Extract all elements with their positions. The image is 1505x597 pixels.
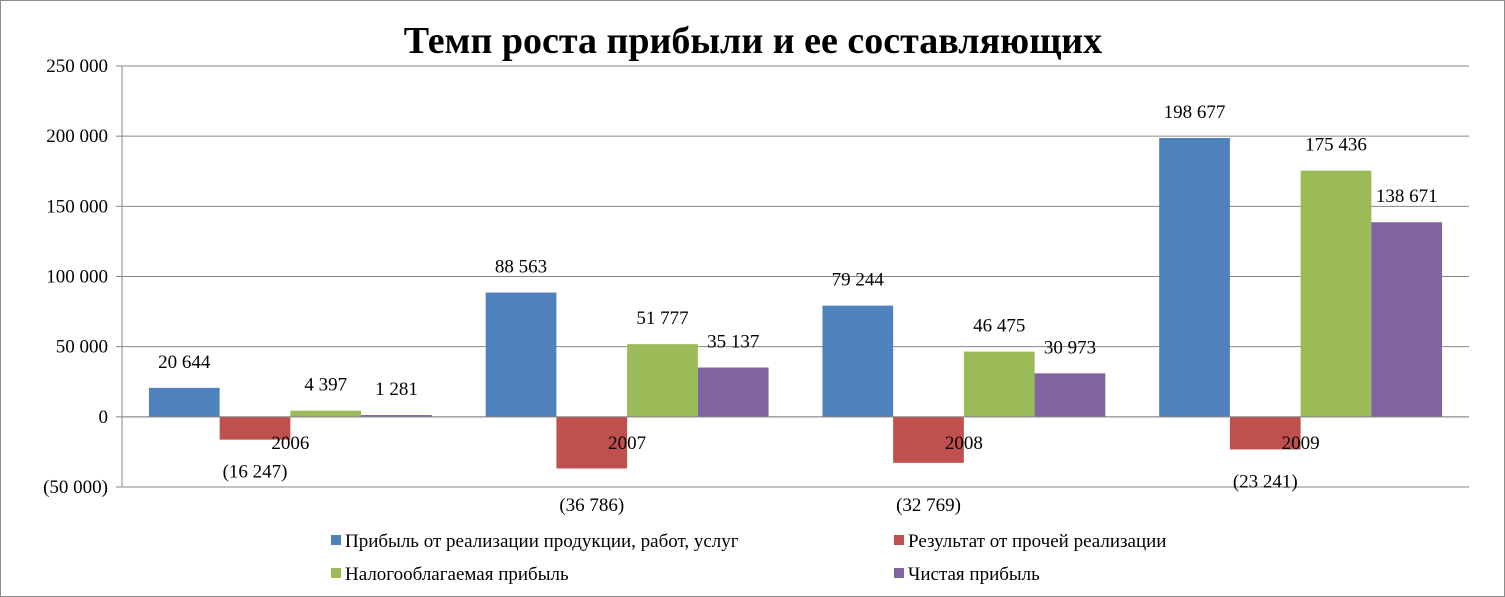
legend-swatch: [331, 535, 341, 545]
legend: Прибыль от реализации продукции, работ, …: [331, 531, 1166, 585]
bar: [219, 416, 291, 440]
bar: [290, 410, 362, 417]
bar: [963, 351, 1035, 417]
bar: [485, 292, 557, 417]
category-labels: 2006 2007 2008 2009: [271, 433, 1319, 454]
legend-swatch: [894, 535, 904, 545]
legend-label: Результат от прочей реализации: [908, 531, 1166, 552]
data-label: 198 677: [1164, 102, 1226, 123]
y-tick-label: 0: [99, 407, 109, 428]
legend-swatch: [331, 568, 341, 578]
data-label: (16 247): [223, 462, 288, 483]
legend-label: Прибыль от реализации продукции, работ, …: [345, 531, 739, 552]
category-label: 2007: [608, 433, 646, 454]
bar: [1159, 138, 1230, 417]
y-tick-label: 100 000: [46, 267, 108, 288]
legend-label: Чистая прибыль: [908, 564, 1040, 585]
bar: [1034, 373, 1106, 417]
bar: [556, 416, 628, 469]
bar: [1229, 416, 1301, 450]
data-label: 1 281: [375, 379, 418, 400]
bar: [1371, 222, 1443, 417]
y-tick-label: 250 000: [46, 56, 108, 77]
data-label: 79 244: [832, 270, 885, 291]
data-label: 138 671: [1376, 186, 1438, 207]
data-label: 30 973: [1044, 337, 1096, 358]
data-label: 46 475: [973, 316, 1025, 337]
data-label: 175 436: [1305, 135, 1367, 156]
data-label: 51 777: [636, 308, 688, 329]
y-tick-label: 50 000: [56, 337, 108, 358]
category-label: 2009: [1282, 433, 1320, 454]
data-label: 88 563: [495, 257, 547, 278]
data-label: 20 644: [158, 352, 211, 373]
bars: [148, 138, 1443, 469]
bar: [148, 387, 220, 417]
data-label: (36 786): [559, 495, 624, 516]
bar: [1300, 170, 1372, 417]
y-tick-label: 200 000: [46, 126, 108, 147]
category-label: 2008: [945, 433, 983, 454]
data-label: 35 137: [707, 332, 759, 353]
y-tick-label: (50 000): [43, 477, 108, 498]
category-label: 2006: [271, 433, 309, 454]
y-tick-label: 150 000: [46, 196, 108, 217]
bar: [627, 344, 698, 417]
data-labels: 20 644 88 563 79 244 198 677 (16 247) (36 786…: [158, 102, 1437, 516]
y-axis: (50 000) 0 50 000 100 000 150 000 200 000 250 …: [43, 56, 123, 498]
data-label: (32 769): [896, 495, 961, 516]
chart-title: Темп роста прибыли и ее составляющих: [404, 20, 1102, 62]
legend-swatch: [894, 568, 904, 578]
bar: [893, 416, 964, 463]
bar: [822, 305, 894, 417]
data-label: 4 397: [304, 375, 347, 396]
legend-label: Налогооблагаемая прибыль: [345, 564, 569, 585]
bar: [361, 415, 432, 417]
bar: [697, 367, 769, 417]
data-label: (23 241): [1233, 471, 1298, 492]
